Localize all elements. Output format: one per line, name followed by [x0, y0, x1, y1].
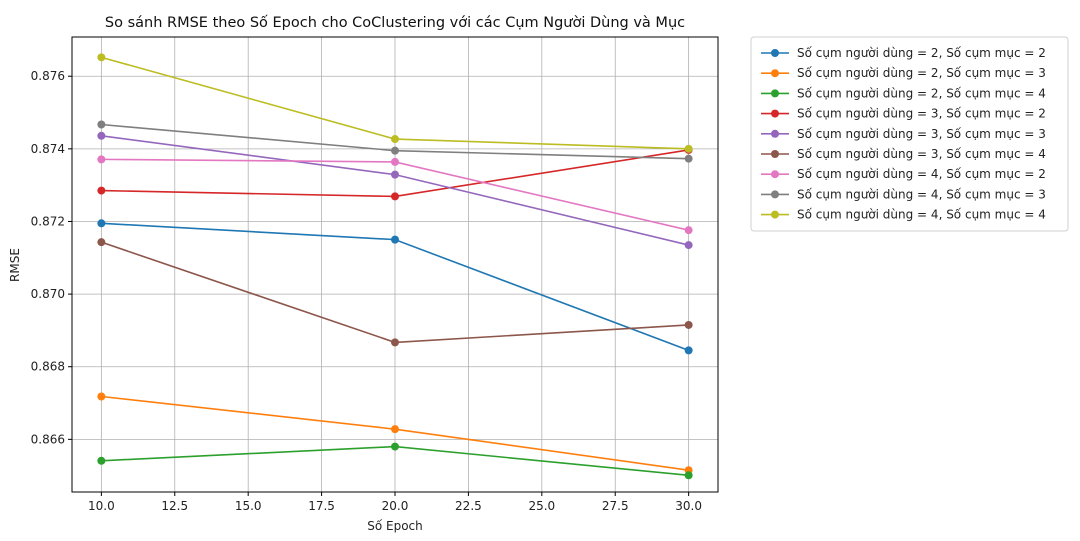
legend-swatch-marker — [771, 150, 779, 158]
data-point — [97, 392, 106, 401]
data-point — [391, 157, 399, 166]
y-axis-ticks: 0.866 0.868 0.870 0.872 0.874 0.876 — [31, 69, 72, 446]
data-point — [97, 53, 106, 62]
data-point — [684, 154, 693, 163]
series-5 — [97, 131, 693, 250]
data-point — [97, 155, 106, 164]
data-point — [97, 238, 106, 247]
y-tick-label: 0.872 — [31, 214, 65, 228]
data-point — [391, 146, 399, 155]
data-point — [97, 186, 106, 195]
legend-label: Số cụm người dùng = 3, Số cụm mục = 3 — [797, 127, 1046, 141]
data-point — [684, 346, 693, 355]
legend-label: Số cụm người dùng = 3, Số cụm mục = 4 — [797, 147, 1046, 161]
legend: Số cụm người dùng = 2, Số cụm mục = 2 Số … — [750, 36, 1069, 232]
legend-item-5: Số cụm người dùng = 3, Số cụm mục = 3 — [761, 127, 1046, 141]
series-7 — [97, 155, 693, 235]
x-tick-label: 22.5 — [455, 499, 482, 513]
legend-label: Số cụm người dùng = 2, Số cụm mục = 3 — [797, 66, 1046, 80]
y-tick-label: 0.876 — [31, 69, 65, 83]
data-point — [97, 456, 106, 465]
legend-swatch-marker — [771, 69, 779, 78]
legend-box — [750, 36, 1069, 232]
legend-item-1: Số cụm người dùng = 2, Số cụm mục = 2 — [761, 46, 1046, 60]
series-9 — [97, 53, 693, 153]
data-point — [391, 442, 399, 451]
y-tick-label: 0.868 — [31, 360, 65, 374]
data-point — [391, 235, 399, 244]
y-tick-label: 0.866 — [31, 432, 65, 446]
x-tick-label: 17.5 — [308, 499, 335, 513]
legend-label: Số cụm người dùng = 2, Số cụm mục = 4 — [797, 86, 1046, 100]
legend-label: Số cụm người dùng = 4, Số cụm mục = 3 — [797, 187, 1046, 201]
x-tick-label: 10.0 — [88, 499, 115, 513]
data-point — [684, 144, 693, 153]
y-axis-label: RMSE — [8, 248, 22, 282]
y-tick-label: 0.874 — [31, 142, 65, 156]
x-tick-label: 25.0 — [528, 499, 555, 513]
data-point — [391, 425, 399, 434]
legend-swatch-marker — [771, 190, 779, 199]
legend-item-4: Số cụm người dùng = 3, Số cụm mục = 2 — [761, 107, 1046, 121]
data-point — [684, 320, 693, 329]
series-3 — [97, 442, 693, 480]
data-point — [684, 241, 693, 250]
legend-label: Số cụm người dùng = 3, Số cụm mục = 2 — [797, 107, 1046, 121]
data-point — [97, 120, 106, 129]
data-point — [391, 135, 399, 144]
series-6 — [97, 238, 693, 347]
legend-swatch-marker — [771, 170, 779, 179]
legend-item-2: Số cụm người dùng = 2, Số cụm mục = 3 — [761, 66, 1046, 80]
data-point — [97, 219, 106, 228]
legend-item-7: Số cụm người dùng = 4, Số cụm mục = 2 — [761, 167, 1046, 181]
data-point — [97, 131, 106, 140]
legend-swatch-marker — [771, 89, 779, 98]
data-point — [684, 471, 693, 480]
legend-item-9: Số cụm người dùng = 4, Số cụm mục = 4 — [761, 208, 1046, 222]
legend-item-6: Số cụm người dùng = 3, Số cụm mục = 4 — [761, 147, 1046, 161]
x-axis-ticks: 10.0 12.5 15.0 17.5 20.0 22.5 25.0 27.5 30.0 — [88, 492, 702, 513]
x-tick-label: 30.0 — [675, 499, 702, 513]
legend-item-8: Số cụm người dùng = 4, Số cụm mục = 3 — [761, 187, 1046, 201]
data-point — [391, 170, 399, 179]
x-tick-label: 12.5 — [161, 499, 188, 513]
legend-label: Số cụm người dùng = 4, Số cụm mục = 4 — [797, 208, 1046, 222]
legend-label: Số cụm người dùng = 2, Số cụm mục = 2 — [797, 46, 1046, 60]
data-point — [684, 226, 693, 235]
legend-label: Số cụm người dùng = 4, Số cụm mục = 2 — [797, 167, 1046, 181]
x-tick-label: 15.0 — [235, 499, 262, 513]
legend-swatch-marker — [771, 109, 779, 118]
legend-swatch-marker — [771, 129, 779, 138]
data-point — [391, 192, 399, 201]
legend-swatch-marker — [771, 210, 779, 219]
chart-title: So sánh RMSE theo Số Epoch cho CoCluster… — [105, 14, 685, 31]
legend-item-3: Số cụm người dùng = 2, Số cụm mục = 4 — [761, 86, 1046, 100]
data-point — [391, 338, 399, 347]
series-layer — [97, 53, 693, 480]
y-tick-label: 0.870 — [31, 287, 65, 301]
x-tick-label: 20.0 — [382, 499, 409, 513]
x-axis-label: Số Epoch — [367, 519, 423, 533]
series-8 — [97, 120, 693, 163]
x-tick-label: 27.5 — [602, 499, 629, 513]
legend-swatch-marker — [771, 49, 779, 57]
series-1 — [97, 219, 693, 355]
